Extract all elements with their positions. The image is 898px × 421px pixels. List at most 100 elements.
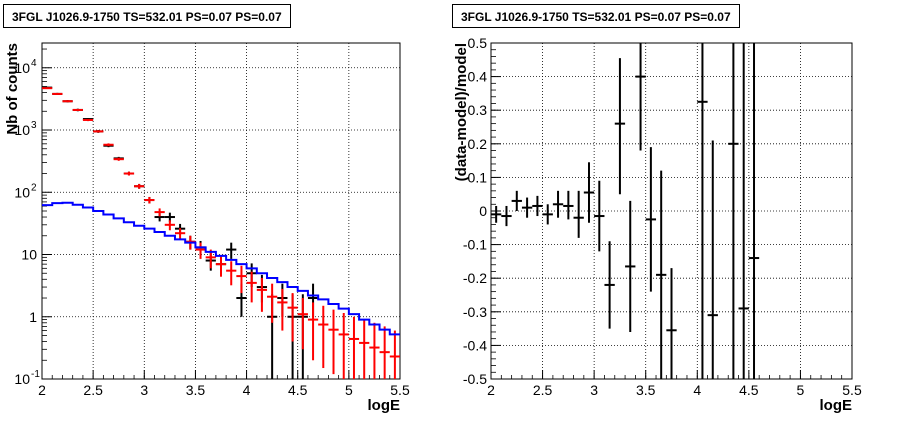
left-y-tick-label: 10 xyxy=(14,122,30,138)
right-series0-point xyxy=(501,205,512,227)
right-x-tick-label: 3.5 xyxy=(636,382,656,398)
left-series1-point xyxy=(277,288,288,331)
left-series1-point xyxy=(215,255,227,277)
right-x-tick-label: 5.5 xyxy=(842,382,862,398)
left-series1-point xyxy=(338,312,349,379)
left-series1-point xyxy=(389,330,400,379)
right-series0-point xyxy=(707,140,718,379)
left-series1-point xyxy=(52,92,63,95)
left-series1-point xyxy=(246,271,257,303)
left-x-tick-label: 3 xyxy=(140,382,148,398)
right-y-tick-label: -0.2 xyxy=(463,270,487,286)
right-series0-point xyxy=(666,268,677,379)
left-y-tick-exponent: 4 xyxy=(31,58,37,69)
right-series0-point xyxy=(552,190,564,218)
left-x-tick-label: 2.5 xyxy=(83,382,103,398)
right-series0-point xyxy=(738,43,749,379)
right-x-tick-label: 4 xyxy=(693,382,701,398)
left-y-tick-exponent: -1 xyxy=(31,369,40,380)
left-series1-point xyxy=(82,118,94,122)
left-series1-point xyxy=(154,208,165,217)
right-x-tick-label: 2 xyxy=(487,382,495,398)
right-series0-point xyxy=(656,170,667,379)
left-series1-point xyxy=(113,157,124,161)
left-series1-point xyxy=(307,302,319,361)
right-series0-point xyxy=(511,190,522,211)
right-x-tick-label: 3 xyxy=(590,382,598,398)
right-series0-point xyxy=(697,43,708,379)
right-y-tick-label: -0.3 xyxy=(463,304,487,320)
left-series1-point xyxy=(123,171,135,176)
left-x-tick-label: 5 xyxy=(345,382,353,398)
right-series0-point xyxy=(521,197,533,218)
right-series0-point xyxy=(594,180,605,252)
left-series1-point xyxy=(369,322,380,379)
left-series1-point xyxy=(93,130,104,133)
right-x-axis-label: logE xyxy=(820,397,853,414)
right-y-tick-label: 0.2 xyxy=(468,136,488,152)
left-series1-point xyxy=(42,87,53,90)
right-series0-point xyxy=(614,58,626,195)
right-series0-point xyxy=(573,190,584,238)
left-series1-point xyxy=(62,100,73,103)
left-series1-point xyxy=(256,277,268,312)
right-y-tick-label: -0.4 xyxy=(463,337,487,353)
left-x-tick-label: 4 xyxy=(243,382,251,398)
left-series1-point xyxy=(226,261,237,286)
left-series1-point xyxy=(348,316,360,379)
left-series1-point xyxy=(267,283,278,323)
left-x-tick-label: 3.5 xyxy=(186,382,206,398)
right-series0-point xyxy=(625,200,636,332)
left-series1-point xyxy=(103,143,114,147)
right-series0-point xyxy=(532,195,543,217)
left-series1-point xyxy=(164,220,175,231)
left-series1-point xyxy=(328,309,339,375)
left-x-tick-label: 4.5 xyxy=(288,382,308,398)
right-series0-point xyxy=(728,43,739,379)
right-x-tick-label: 4.5 xyxy=(739,382,759,398)
left-x-axis-label: logE xyxy=(368,397,401,414)
left-series1-point xyxy=(297,298,308,350)
right-series0-point xyxy=(542,204,553,225)
right-plot-title: 3FGL J1026.9-1750 TS=532.01 PS=0.07 PS=0… xyxy=(452,4,740,28)
right-series0-point xyxy=(645,147,657,292)
right-y-tick-label: 0.5 xyxy=(468,35,488,51)
left-x-tick-label: 5.5 xyxy=(390,382,410,398)
right-series0-point xyxy=(491,205,502,223)
right-x-tick-label: 2.5 xyxy=(533,382,553,398)
right-y-axis-label: (data-model)/model xyxy=(453,43,470,181)
left-series1-point xyxy=(359,319,370,379)
left-y-tick-exponent: 2 xyxy=(31,182,37,193)
right-y-tick-label: -0.1 xyxy=(463,237,487,253)
left-y-tick-exponent: 3 xyxy=(31,120,37,131)
right-y-tick-label: -0.5 xyxy=(463,371,487,387)
left-series0-point xyxy=(226,242,237,259)
left-series1-point xyxy=(195,242,206,259)
left-series1-point xyxy=(174,228,186,240)
left-y-tick-label: 10 xyxy=(21,247,37,263)
right-series0-point xyxy=(635,43,646,151)
right-y-tick-label: 0.3 xyxy=(468,102,488,118)
right-series0-point xyxy=(604,241,615,329)
right-series0-point xyxy=(748,43,760,379)
left-series1-point xyxy=(379,326,390,379)
left-series1-point xyxy=(144,196,155,204)
left-series1-point xyxy=(134,183,145,189)
left-y-tick-label: 10 xyxy=(14,371,30,387)
left-series1-point xyxy=(318,305,329,369)
left-plot-title: 3FGL J1026.9-1750 TS=532.01 PS=0.07 PS=0… xyxy=(3,4,291,28)
right-series0-point xyxy=(583,162,595,223)
right-x-tick-label: 5 xyxy=(797,382,805,398)
right-series0-point xyxy=(563,190,574,220)
left-y-tick-label: 10 xyxy=(14,184,30,200)
left-series1-point xyxy=(236,265,247,294)
left-series1-point xyxy=(72,108,83,112)
left-x-tick-label: 2 xyxy=(38,382,46,398)
right-plot: 2 2.5 3 3.5 4 4.5 5 5.5 -0.5 -0.4 -0.3 -0.2 -0.1 0 0.1… xyxy=(453,35,862,414)
right-y-tick-label: 0 xyxy=(479,203,487,219)
left-y-tick-label: 1 xyxy=(29,309,37,325)
left-series1-point xyxy=(287,293,298,342)
left-y-tick-label: 10 xyxy=(14,60,30,76)
